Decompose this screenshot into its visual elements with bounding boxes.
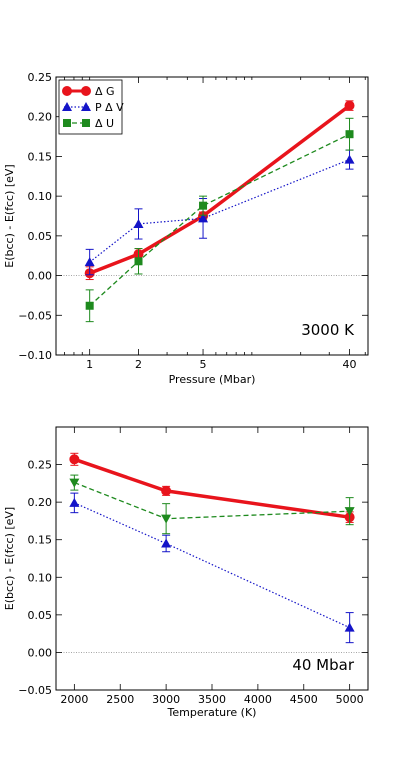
- y-axis-label: E(bcc) - E(fcc) [eV]: [3, 507, 16, 610]
- data-point: [344, 154, 355, 164]
- y-tick-label: 0.15: [28, 150, 53, 163]
- temperature-chart: 2000 2500 3000 3500 4000 4500 5000 −0.05 0.00 0.0…: [3, 426, 369, 719]
- series-line: [89, 159, 350, 263]
- x-tick-label: 40: [343, 358, 357, 371]
- y-tick-label: −0.10: [18, 349, 52, 362]
- x-tick-label: 2500: [106, 693, 134, 706]
- y-tick-label: 0.05: [28, 230, 53, 243]
- legend-label: Δ G: [95, 85, 115, 98]
- legend-marker: [62, 102, 72, 111]
- x-tick-label: 3000: [152, 693, 180, 706]
- x-tick-label: 4500: [290, 693, 318, 706]
- series-line: [89, 133, 350, 307]
- data-point: [161, 485, 172, 496]
- y-tick-label: 0.20: [28, 111, 53, 124]
- y-tick-label: 0.10: [28, 571, 53, 584]
- data-point: [344, 100, 355, 111]
- y-axis-label: E(bcc) - E(fcc) [eV]: [3, 164, 16, 267]
- condition-annotation: 3000 K: [301, 321, 355, 339]
- series-line: [74, 502, 350, 629]
- data-point: [345, 130, 354, 139]
- series-line: [74, 481, 350, 520]
- x-tick-label: 3500: [198, 693, 226, 706]
- series-line: [73, 457, 350, 519]
- data-point: [344, 507, 355, 517]
- x-tick-label: 2000: [60, 693, 88, 706]
- plot-frame: [55, 426, 369, 691]
- legend-marker: [81, 102, 91, 111]
- y-tick-label: 0.15: [28, 534, 53, 547]
- y-tick-label: 0.00: [28, 646, 53, 659]
- data-point: [133, 218, 144, 228]
- x-tick-label: 2: [135, 358, 142, 371]
- pressure-chart: 1 2 5 40 −0.10 −0.05 0.00 0.05 0.10 0.15 0.20 0.25 P…: [3, 71, 369, 386]
- x-tick-label: 1: [86, 358, 93, 371]
- y-tick-label: 0.00: [28, 270, 53, 283]
- legend: Δ G P Δ V Δ U: [58, 79, 124, 135]
- data-point: [69, 454, 80, 465]
- condition-annotation: 40 Mbar: [292, 656, 355, 674]
- y-tick-label: −0.05: [18, 309, 52, 322]
- data-point: [84, 257, 95, 267]
- data-point: [69, 497, 80, 507]
- data-point: [199, 201, 208, 210]
- data-point: [69, 478, 80, 488]
- data-point: [85, 301, 94, 310]
- y-tick-label: 0.25: [28, 71, 53, 84]
- data-point: [198, 213, 209, 223]
- y-tick-label: 0.10: [28, 190, 53, 203]
- legend-marker: [63, 119, 71, 127]
- y-tick-label: 0.25: [28, 459, 53, 472]
- x-tick-label: 5000: [336, 693, 364, 706]
- data-point: [344, 622, 355, 632]
- legend-marker: [82, 119, 90, 127]
- y-tick-label: −0.05: [18, 684, 52, 697]
- legend-marker: [62, 86, 72, 96]
- data-point: [134, 257, 143, 266]
- plot-frame: [55, 76, 369, 356]
- legend-marker: [81, 86, 91, 96]
- x-axis-label: Temperature (K): [167, 706, 257, 719]
- legend-label: Δ U: [95, 117, 114, 130]
- x-tick-label: 4000: [244, 693, 272, 706]
- data-point: [161, 538, 172, 548]
- y-tick-label: 0.05: [28, 609, 53, 622]
- x-axis-label: Pressure (Mbar): [169, 373, 256, 386]
- x-tick-label: 5: [200, 358, 207, 371]
- data-point: [161, 514, 172, 524]
- legend-label: P Δ V: [95, 101, 124, 114]
- series-line: [89, 104, 351, 275]
- y-tick-label: 0.20: [28, 496, 53, 509]
